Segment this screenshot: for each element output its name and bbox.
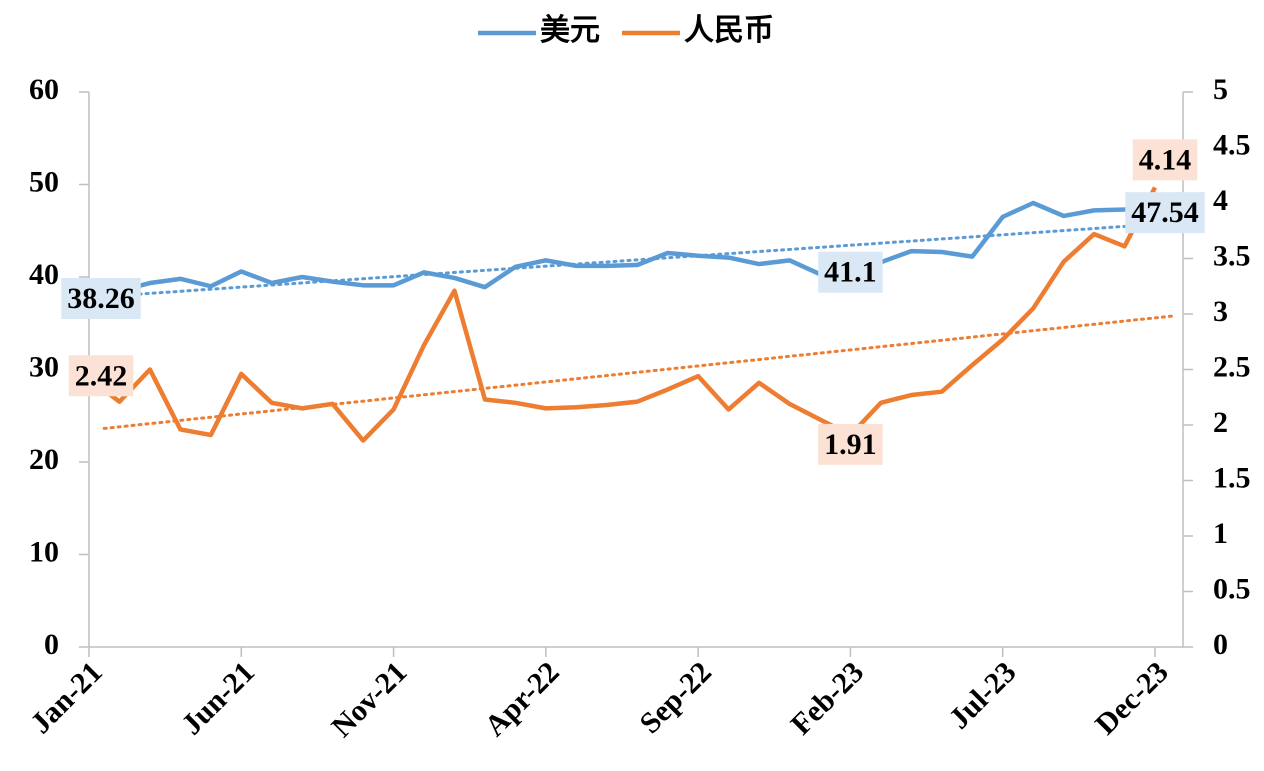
data-label-text: 1.91 xyxy=(824,428,877,461)
data-label-text: 2.42 xyxy=(75,359,128,392)
y-tick-label: 10 xyxy=(29,535,59,568)
x-tick-label: Jul-23 xyxy=(943,655,1023,735)
y2-tick-label: 0 xyxy=(1213,628,1228,661)
data-label: 38.26 xyxy=(61,277,141,319)
series-line xyxy=(88,200,1156,296)
data-label-text: 4.14 xyxy=(1139,143,1192,176)
y2-tick-label: 1.5 xyxy=(1213,461,1251,494)
data-label: 4.14 xyxy=(1132,139,1198,181)
y-tick-label: 40 xyxy=(29,258,59,291)
x-tick-label: Apr-22 xyxy=(478,655,565,742)
y-tick-label: 30 xyxy=(29,350,59,383)
legend-label: 人民币 xyxy=(684,14,774,47)
data-label-box xyxy=(818,251,883,293)
data-label-text: 41.1 xyxy=(824,256,877,289)
data-label: 1.91 xyxy=(818,423,883,465)
x-tick-label: Jan-21 xyxy=(24,655,109,740)
trendline xyxy=(102,221,1175,299)
y-tick-label: 50 xyxy=(29,165,59,198)
y2-tick-label: 0.5 xyxy=(1213,572,1251,605)
y2-tick-label: 2 xyxy=(1213,406,1228,439)
y-tick-label: 60 xyxy=(29,73,59,106)
data-label-text: 47.54 xyxy=(1131,196,1199,229)
data-label: 47.54 xyxy=(1125,192,1205,234)
data-label-box xyxy=(1125,192,1205,234)
y2-tick-label: 2.5 xyxy=(1213,350,1251,383)
legend-label: 美元 xyxy=(540,13,600,47)
trendline xyxy=(102,314,1175,430)
x-tick-label: Nov-21 xyxy=(325,655,413,743)
data-label-text: 38.26 xyxy=(67,282,135,315)
y2-tick-label: 4.5 xyxy=(1213,128,1251,161)
y2-tick-label: 3.5 xyxy=(1213,239,1251,272)
series-line xyxy=(87,186,1157,443)
y-tick-label: 20 xyxy=(29,443,59,476)
data-label-box xyxy=(68,355,134,397)
data-label-box xyxy=(1132,139,1198,181)
x-tick-label: Sep-22 xyxy=(633,655,718,740)
y-tick-label: 0 xyxy=(44,628,59,661)
x-tick-label: Jun-21 xyxy=(175,655,261,741)
data-label: 2.42 xyxy=(68,355,134,397)
x-tick-label: Dec-23 xyxy=(1089,655,1175,741)
data-label: 41.1 xyxy=(818,251,883,293)
y2-tick-label: 5 xyxy=(1213,73,1228,106)
y2-tick-label: 3 xyxy=(1213,295,1228,328)
data-label-box xyxy=(818,423,883,465)
data-label-box xyxy=(61,277,141,319)
y2-tick-label: 1 xyxy=(1213,517,1228,550)
x-tick-label: Feb-23 xyxy=(784,655,870,741)
y2-tick-label: 4 xyxy=(1213,184,1228,217)
